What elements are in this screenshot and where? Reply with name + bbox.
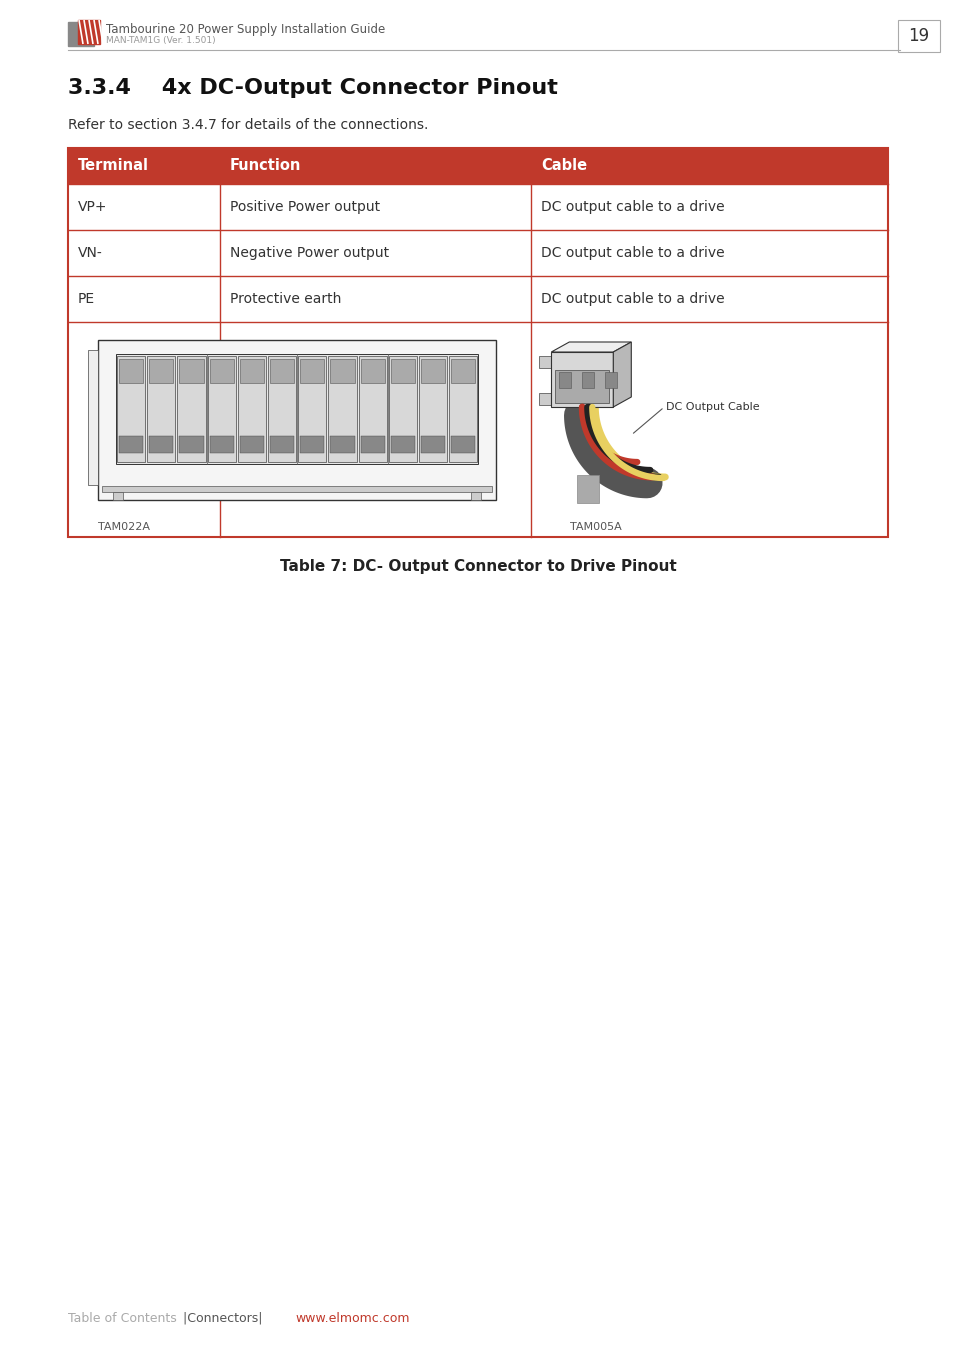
Bar xyxy=(117,356,145,462)
Bar xyxy=(179,359,203,383)
Text: VN-: VN- xyxy=(339,467,345,478)
Text: Negative Power output: Negative Power output xyxy=(230,246,389,261)
Text: Table of Contents: Table of Contents xyxy=(68,1311,176,1324)
Bar xyxy=(555,370,609,404)
Bar xyxy=(119,359,143,383)
Bar xyxy=(451,359,475,383)
Bar xyxy=(558,373,571,387)
Text: VN-: VN- xyxy=(430,467,436,478)
Bar xyxy=(210,436,233,452)
Bar xyxy=(391,436,415,452)
Text: Table 7: DC- Output Connector to Drive Pinout: Table 7: DC- Output Connector to Drive P… xyxy=(279,559,676,574)
Text: Positive Power output: Positive Power output xyxy=(230,200,379,215)
Bar xyxy=(239,359,264,383)
Text: 3.3.4    4x DC-Output Connector Pinout: 3.3.4 4x DC-Output Connector Pinout xyxy=(68,78,558,99)
Bar xyxy=(78,20,100,45)
Text: VP+: VP+ xyxy=(219,467,224,481)
Bar xyxy=(471,491,481,500)
Bar xyxy=(581,373,594,387)
Bar xyxy=(177,356,205,462)
Text: VP+: VP+ xyxy=(310,467,314,481)
Bar xyxy=(68,148,887,537)
Bar xyxy=(88,350,98,485)
Bar xyxy=(68,148,887,184)
Bar xyxy=(239,436,264,452)
Bar xyxy=(551,352,613,406)
Text: Cable: Cable xyxy=(540,158,587,174)
Text: DC Output Cable: DC Output Cable xyxy=(665,402,760,412)
Text: Tambourine 20 Power Supply Installation Guide: Tambourine 20 Power Supply Installation … xyxy=(106,23,385,36)
Text: |Connectors|: |Connectors| xyxy=(174,1311,262,1324)
Bar xyxy=(208,356,235,462)
Text: VP+: VP+ xyxy=(129,467,133,481)
Bar xyxy=(330,359,355,383)
Bar xyxy=(268,356,295,462)
Bar xyxy=(330,436,355,452)
Bar xyxy=(68,148,887,537)
Text: DC output cable to a drive: DC output cable to a drive xyxy=(540,246,724,261)
Text: Refer to section 3.4.7 for details of the connections.: Refer to section 3.4.7 for details of th… xyxy=(68,117,428,132)
Bar xyxy=(420,359,445,383)
Bar xyxy=(451,436,475,452)
Text: 19: 19 xyxy=(907,27,928,45)
Bar xyxy=(418,356,447,462)
Bar xyxy=(237,356,266,462)
Bar xyxy=(577,475,598,504)
Bar xyxy=(149,359,173,383)
Polygon shape xyxy=(551,342,631,352)
Bar xyxy=(388,356,416,462)
Bar xyxy=(102,486,492,491)
Bar xyxy=(149,436,173,452)
Text: TAM022A: TAM022A xyxy=(98,522,150,532)
Bar xyxy=(98,340,496,500)
Text: Protective earth: Protective earth xyxy=(230,292,341,306)
Polygon shape xyxy=(613,342,631,406)
Bar xyxy=(538,356,553,369)
Text: VP+: VP+ xyxy=(400,467,405,481)
Bar xyxy=(270,359,294,383)
Bar xyxy=(179,436,203,452)
Text: www.elmomc.com: www.elmomc.com xyxy=(294,1311,409,1324)
Text: VN-: VN- xyxy=(158,467,164,478)
Bar xyxy=(391,359,415,383)
Bar xyxy=(360,436,384,452)
Text: Terminal: Terminal xyxy=(78,158,149,174)
Bar xyxy=(358,356,386,462)
Bar xyxy=(300,436,324,452)
Bar xyxy=(298,356,326,462)
Text: Function: Function xyxy=(230,158,301,174)
Text: PE: PE xyxy=(279,467,284,477)
Bar xyxy=(119,436,143,452)
Bar xyxy=(360,359,384,383)
Text: TAM005A: TAM005A xyxy=(570,522,621,532)
Bar xyxy=(449,356,476,462)
Text: MAN-TAM1G (Ver. 1.501): MAN-TAM1G (Ver. 1.501) xyxy=(106,36,215,46)
Bar xyxy=(300,359,324,383)
Text: VP+: VP+ xyxy=(78,200,108,215)
Bar xyxy=(897,20,939,53)
Bar xyxy=(328,356,356,462)
Bar xyxy=(68,22,94,46)
Bar xyxy=(420,436,445,452)
Text: DC output cable to a drive: DC output cable to a drive xyxy=(540,292,724,306)
Bar xyxy=(116,354,477,464)
Bar xyxy=(538,393,553,405)
Text: PE: PE xyxy=(189,467,193,477)
Text: DC output cable to a drive: DC output cable to a drive xyxy=(540,200,724,215)
Bar xyxy=(270,436,294,452)
Text: VN-: VN- xyxy=(249,467,254,478)
Bar xyxy=(210,359,233,383)
Bar xyxy=(112,491,123,500)
Text: PE: PE xyxy=(78,292,95,306)
Text: PE: PE xyxy=(370,467,375,477)
Text: VN-: VN- xyxy=(78,246,103,261)
Bar xyxy=(147,356,175,462)
Text: PE: PE xyxy=(460,467,465,477)
Bar xyxy=(604,373,617,387)
